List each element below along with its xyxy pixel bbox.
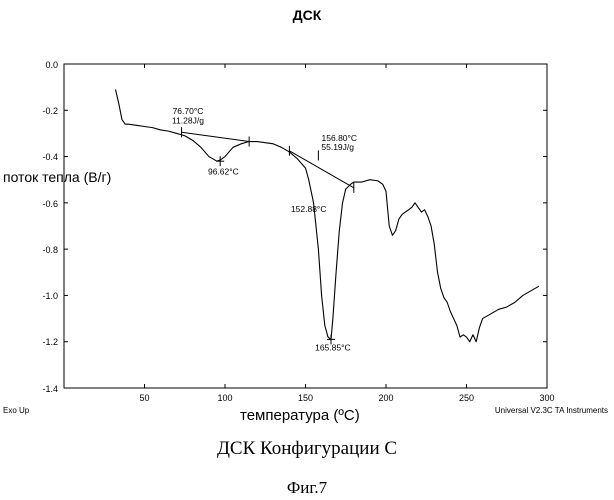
dsc-chart: ДСК 0.0 -0.2 -0.4 -0.6 -0.8 -1.0 -1.2 -1…	[0, 0, 614, 430]
baseline-line	[289, 151, 353, 188]
y-tick-label: -1.2	[42, 337, 58, 347]
y-tick-label: -1.0	[42, 291, 58, 301]
y-tick-label: -0.6	[42, 199, 58, 209]
x-axis-label: температура (ºС)	[240, 407, 360, 424]
instrument-label: Universal V2.3C TA Instruments	[495, 406, 608, 415]
y-tick-label: -0.2	[42, 106, 58, 116]
y-tick-label: -0.8	[42, 245, 58, 255]
dsc-curve	[116, 89, 539, 341]
x-tick-label: 250	[459, 393, 474, 403]
data-annotation: 76.70°C	[173, 106, 204, 116]
chart-title: ДСК	[293, 7, 322, 23]
x-tick-labels: 50 100 150 200 250 300	[139, 393, 554, 403]
figure-number: Фиг.7	[0, 478, 614, 498]
x-tick-label: 200	[378, 393, 393, 403]
x-tick-label: 150	[298, 393, 313, 403]
exo-up-label: Exo Up	[3, 406, 30, 415]
data-annotation: 152.88°C	[291, 204, 327, 214]
x-tick-label: 50	[139, 393, 149, 403]
y-tick-label: -0.4	[42, 152, 58, 162]
marker-group	[182, 127, 354, 344]
data-annotation: 55.19J/g	[321, 142, 354, 152]
y-tick-labels: 0.0 -0.2 -0.4 -0.6 -0.8 -1.0 -1.2 -1.4	[42, 60, 58, 394]
y-tick-label: 0.0	[45, 60, 58, 70]
data-annotation: 11.28J/g	[172, 116, 204, 126]
y-axis-label: поток тепла (В/г)	[3, 169, 111, 185]
x-tick-label: 300	[539, 393, 554, 403]
data-annotation: 96.62°C	[208, 167, 239, 177]
dsc-curve-group	[116, 89, 539, 341]
figure-caption: ДСК Конфигурации С	[0, 438, 614, 460]
x-tick-label: 100	[217, 393, 232, 403]
y-tick-label: -1.4	[42, 384, 58, 394]
data-annotation: 165.85°C	[315, 342, 351, 352]
